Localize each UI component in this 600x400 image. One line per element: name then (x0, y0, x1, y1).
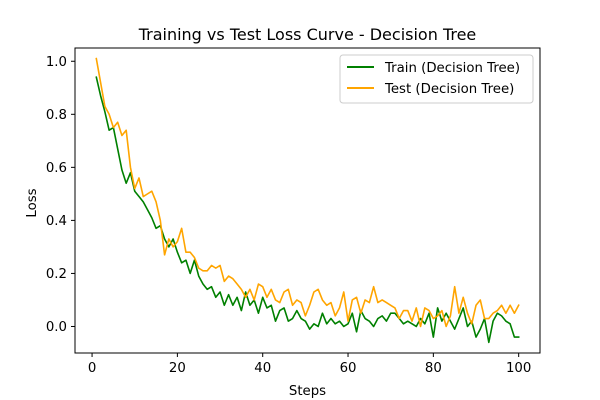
y-tick-label: 0.8 (46, 108, 67, 123)
x-axis-label: Steps (289, 384, 326, 399)
x-axis-ticks: 0 20 40 60 80 100 (88, 353, 531, 376)
y-tick-label: 0.6 (46, 161, 67, 176)
series-line-0 (95, 76, 520, 344)
series-line-1 (95, 57, 520, 328)
plot-frame (74, 47, 541, 354)
x-tick-label: 20 (169, 361, 186, 376)
chart-title: Training vs Test Loss Curve - Decision T… (138, 25, 477, 44)
legend-box (339, 54, 534, 104)
series-layer (95, 57, 520, 344)
x-tick-label: 60 (340, 361, 357, 376)
y-axis-ticks: 0.0 0.2 0.4 0.6 0.8 1.0 (46, 55, 75, 335)
legend: Train (Decision Tree) Test (Decision Tre… (339, 54, 534, 104)
x-tick-label: 80 (425, 361, 442, 376)
x-tick-label: 40 (254, 361, 271, 376)
y-tick-label: 0.4 (46, 214, 67, 229)
legend-label-test: Test (Decision Tree) (384, 82, 514, 97)
y-tick-label: 1.0 (46, 55, 67, 70)
x-tick-label: 0 (88, 361, 96, 376)
y-tick-label: 0.2 (46, 267, 67, 282)
y-axis-label: Loss (25, 188, 40, 217)
x-tick-label: 100 (506, 361, 531, 376)
legend-label-train: Train (Decision Tree) (384, 61, 520, 76)
y-tick-label: 0.0 (46, 320, 67, 335)
